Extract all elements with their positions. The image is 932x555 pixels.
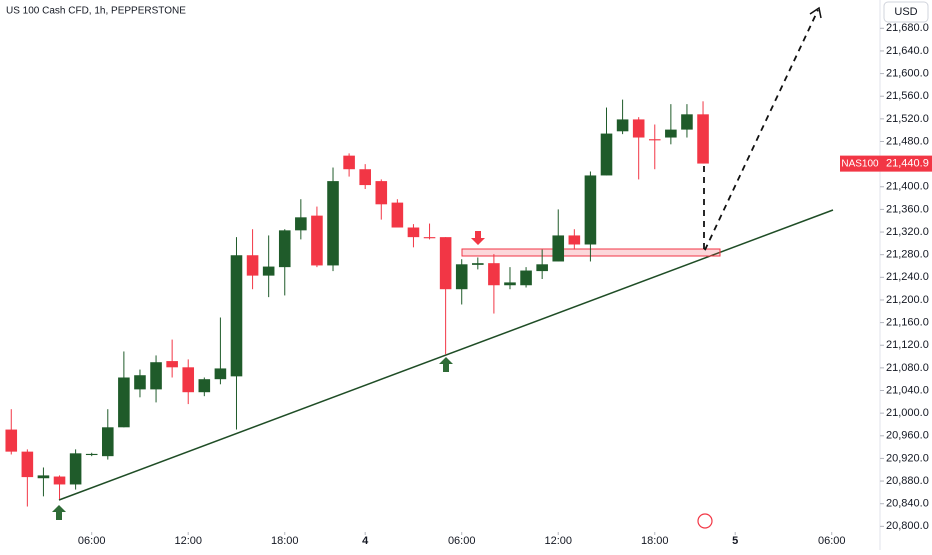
y-tick-label: 21,480.0 xyxy=(886,135,929,147)
candle-body xyxy=(697,114,709,164)
price-tag xyxy=(880,155,932,172)
x-tick-label: 06:00 xyxy=(78,535,106,547)
x-tick-label: 4 xyxy=(362,535,369,547)
y-tick-label: 21,360.0 xyxy=(886,203,929,215)
y-tick-label: 20,960.0 xyxy=(886,430,929,442)
candle-body xyxy=(488,263,500,286)
x-tick-label: 12:00 xyxy=(544,535,572,547)
candle-body xyxy=(391,202,404,228)
candle-body xyxy=(214,368,227,380)
candle-body xyxy=(37,475,50,479)
candle-body xyxy=(423,237,436,239)
y-tick-label: 21,000.0 xyxy=(886,407,929,419)
candle-body xyxy=(504,282,516,286)
candle-body xyxy=(407,227,420,238)
candle-body xyxy=(101,427,114,457)
candle-body xyxy=(85,453,98,456)
y-tick-label: 21,680.0 xyxy=(886,22,929,34)
candle-body xyxy=(295,217,307,231)
x-tick-label: 5 xyxy=(732,535,738,547)
candle-body xyxy=(439,237,452,290)
price-label: 21,440.9 xyxy=(886,158,929,170)
x-tick-label: 18:00 xyxy=(641,535,669,547)
candle-body xyxy=(166,361,178,368)
candle-body xyxy=(375,181,388,205)
candle-body xyxy=(182,367,195,393)
zone-rect xyxy=(461,248,721,257)
candle-body xyxy=(53,476,66,485)
candle-body xyxy=(616,119,629,132)
y-tick-label: 21,320.0 xyxy=(886,226,929,238)
y-tick-label: 21,280.0 xyxy=(886,249,929,261)
candle-body xyxy=(198,379,211,393)
projection-arrowhead xyxy=(809,6,822,19)
y-tick-label: 21,520.0 xyxy=(886,113,929,125)
x-tick-label: 12:00 xyxy=(174,535,202,547)
candle-body xyxy=(69,453,82,485)
y-tick-label: 20,840.0 xyxy=(886,498,929,510)
symbol-tag xyxy=(840,155,880,172)
candle-body xyxy=(343,155,355,170)
candle-body xyxy=(311,215,323,266)
candle-body xyxy=(552,235,565,262)
y-tick-label: 20,880.0 xyxy=(886,475,929,487)
trend-line xyxy=(58,209,834,501)
symbol-label: NAS100 xyxy=(841,158,879,169)
candle-body xyxy=(230,255,243,377)
candle-body xyxy=(632,119,645,138)
candle-body xyxy=(648,139,661,141)
y-tick-label: 21,640.0 xyxy=(886,45,929,57)
y-tick-label: 20,920.0 xyxy=(886,452,929,464)
candle-body xyxy=(150,362,162,390)
candle-body xyxy=(600,133,613,176)
x-tick-label: 06:00 xyxy=(448,535,476,547)
currency-button[interactable] xyxy=(883,1,929,23)
y-tick-label: 21,040.0 xyxy=(886,384,929,396)
chart-title: US 100 Cash CFD, 1h, PEPPERSTONE xyxy=(6,6,186,17)
candle-body xyxy=(278,230,291,268)
candle-body xyxy=(520,270,532,286)
projection-path xyxy=(703,9,819,253)
event-icon[interactable] xyxy=(697,513,713,529)
candle-body xyxy=(681,114,693,130)
x-tick-label: 18:00 xyxy=(271,535,299,547)
y-tick-label: 21,120.0 xyxy=(886,339,929,351)
candle-body xyxy=(327,181,339,266)
candle-body xyxy=(246,255,259,276)
y-tick-label: 21,080.0 xyxy=(886,362,929,374)
candle-body xyxy=(472,263,484,265)
candle-body xyxy=(584,175,597,245)
candle-body xyxy=(21,451,34,478)
y-tick-label: 21,400.0 xyxy=(886,181,929,193)
y-tick-label: 21,600.0 xyxy=(886,67,929,79)
x-tick-label: 06:00 xyxy=(818,535,846,547)
candle-body xyxy=(536,264,548,272)
candle-body xyxy=(5,429,18,452)
candle-body xyxy=(359,169,371,186)
currency-label: USD xyxy=(894,6,917,18)
y-tick-label: 21,160.0 xyxy=(886,317,929,329)
candle-body xyxy=(262,266,275,276)
y-tick-label: 21,240.0 xyxy=(886,271,929,283)
down-arrow xyxy=(471,231,485,245)
candle-body xyxy=(134,375,146,390)
y-tick-label: 21,200.0 xyxy=(886,294,929,306)
y-tick-label: 21,560.0 xyxy=(886,90,929,102)
y-tick-label: 20,800.0 xyxy=(886,520,929,532)
candle-body xyxy=(665,129,677,138)
candle-body xyxy=(568,235,581,245)
candle-body xyxy=(455,264,468,290)
up-arrow xyxy=(52,505,66,520)
candle-body xyxy=(118,377,130,428)
up-arrow xyxy=(439,357,453,372)
